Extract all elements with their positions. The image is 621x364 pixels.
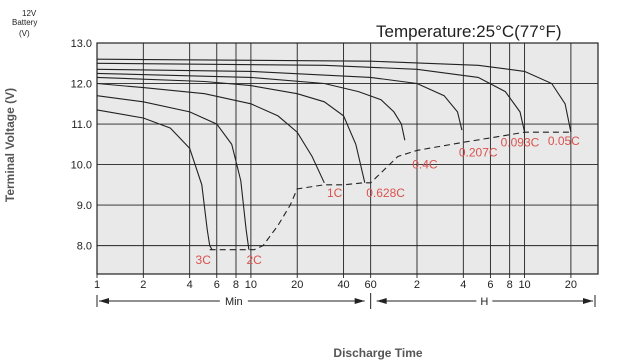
series-line-1C (96, 82, 325, 184)
y-tick-label: 10.0 (71, 160, 92, 172)
range-arrow (354, 298, 365, 304)
x-tick-label: 10 (518, 279, 530, 291)
series-line-3C (96, 109, 213, 250)
series-line-0.4C (96, 72, 406, 141)
x-axis-title: Discharge Time (333, 346, 422, 360)
plot-background (96, 42, 599, 275)
x-tick-label: 60 (365, 279, 377, 291)
y-tick-label: 11.0 (71, 119, 92, 131)
series-line-0.628C (96, 76, 366, 183)
x-tick-label: 2 (140, 279, 146, 291)
series-label-0.4C: 0.4C (412, 158, 438, 172)
x-tick-label: 2 (414, 279, 420, 291)
range-label-bg (476, 294, 493, 308)
range-label-bg (219, 294, 248, 308)
range-arrow (583, 298, 593, 304)
range-arrow (376, 298, 387, 304)
x-tick-label: 10 (245, 279, 257, 291)
y-tick-label: 13.0 (71, 38, 92, 50)
x-tick-label: 6 (214, 279, 220, 291)
series-label-1C: 1C (327, 186, 343, 200)
series-label-0.628C: 0.628C (366, 186, 405, 200)
x-tick-label: 40 (337, 279, 349, 291)
chart-title: Temperature:25°C(77°F) (376, 22, 562, 41)
series-label-0.093C: 0.093C (501, 135, 540, 149)
y-tick-label: 12.0 (71, 79, 92, 91)
series-label-0.207C: 0.207C (459, 145, 498, 159)
x-tick-label: 8 (233, 279, 239, 291)
series-label-0.05C: 0.05C (548, 134, 580, 148)
x-tick-label: 8 (507, 279, 513, 291)
x-tick-label: 20 (291, 279, 303, 291)
x-tick-label: 4 (460, 279, 466, 291)
unit-label: (V) (19, 29, 30, 38)
battery-label-2: Battery (12, 18, 37, 27)
series-label-3C: 3C (196, 253, 212, 267)
x-tick-label: 6 (487, 279, 493, 291)
series-line-0.093C (96, 62, 526, 133)
y-tick-label: 9.0 (77, 200, 92, 212)
x-tick-label: 1 (94, 279, 100, 291)
x-tick-label: 20 (565, 279, 577, 291)
y-axis-title: Terminal Voltage (V) (3, 88, 17, 202)
plot-area: 8.09.010.011.012.013.01 2 4 6 8 10 20 40 60 2 4 6 8 1… (71, 38, 599, 309)
hours-range-label: H (480, 296, 488, 308)
x-tick-label: 4 (187, 279, 193, 291)
series-line-2C (96, 95, 250, 250)
series-label-2C: 2C (246, 253, 262, 267)
series-line-0.05C (96, 58, 572, 133)
range-arrow (99, 298, 109, 304)
battery-label: 12V (22, 9, 37, 18)
series-line-0.207C (96, 68, 463, 131)
minutes-range-label: Min (225, 296, 243, 308)
y-tick-label: 8.0 (77, 241, 92, 253)
